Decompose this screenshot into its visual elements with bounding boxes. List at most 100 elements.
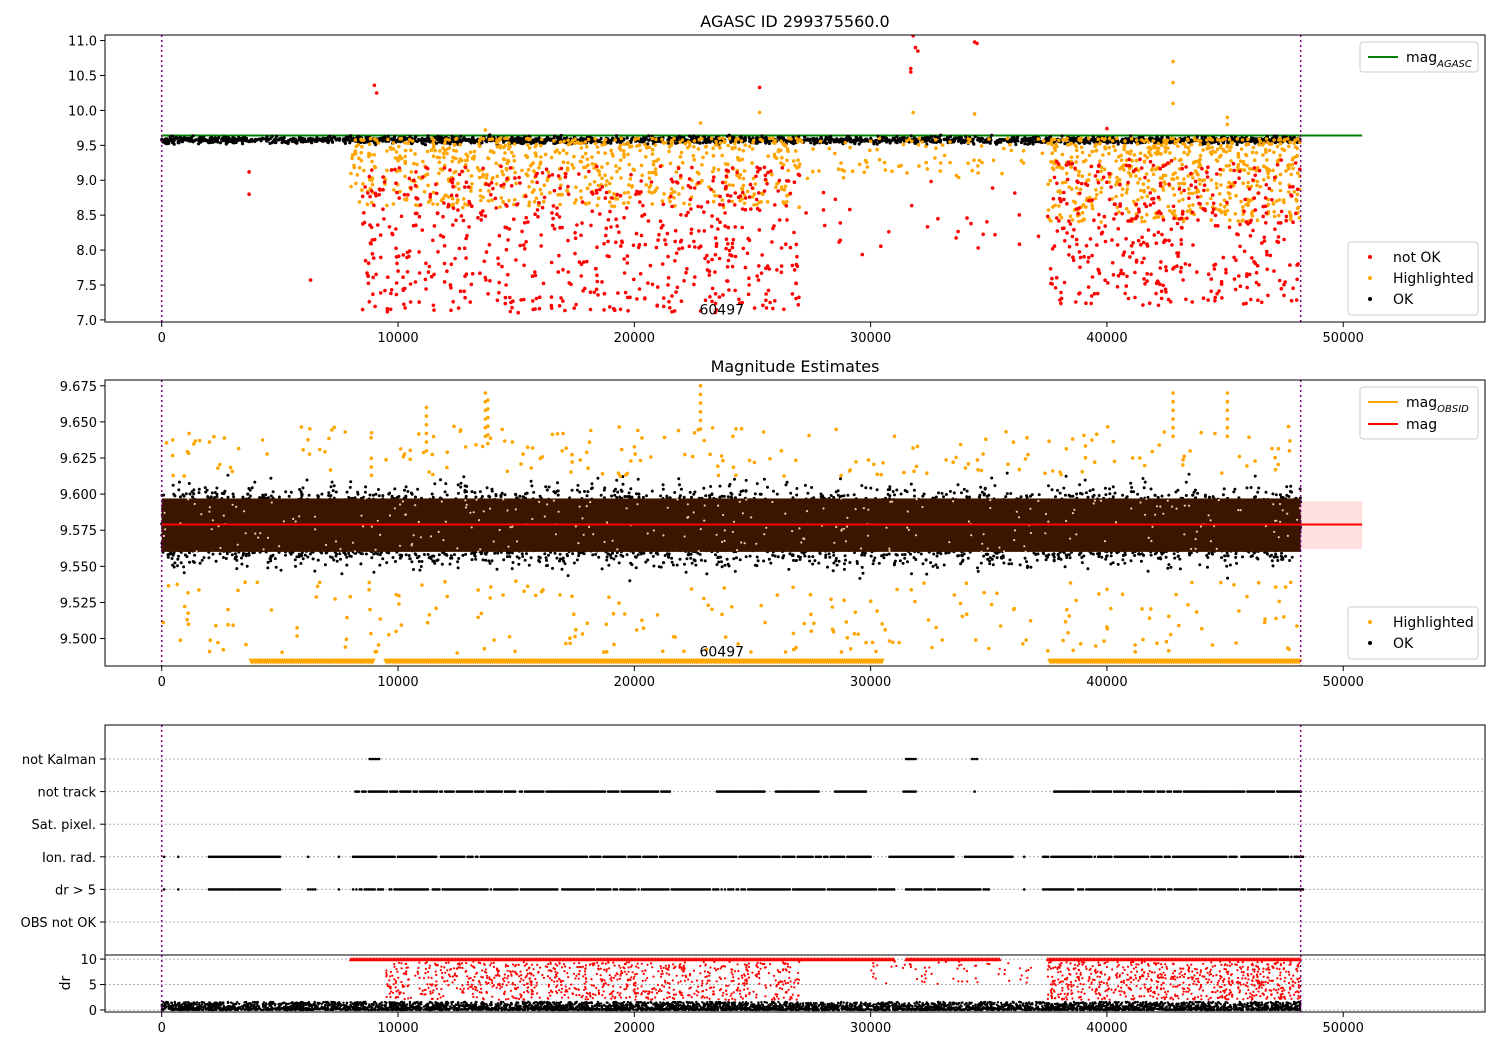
- not-ok-point: [754, 174, 758, 179]
- not-ok-point: [1107, 171, 1111, 176]
- highlighted-point: [1142, 219, 1147, 224]
- highlighted-point: [692, 139, 697, 143]
- not-ok-point: [555, 206, 559, 210]
- highlighted-point: [1067, 185, 1072, 189]
- highlighted-point: [1277, 198, 1282, 202]
- not-ok-point: [697, 229, 701, 233]
- not-ok-point: [511, 299, 515, 304]
- highlighted-point: [385, 203, 389, 208]
- highlighted-point: [583, 151, 588, 156]
- highlighted-point: [542, 183, 547, 187]
- highlighted-point: [455, 200, 459, 205]
- highlighted-point: [1173, 171, 1177, 175]
- not-ok-point: [417, 214, 422, 219]
- highlighted-point: [1019, 158, 1024, 163]
- not-ok-point: [1118, 182, 1122, 187]
- highlighted-point: [661, 140, 665, 145]
- not-ok-point: [689, 207, 693, 211]
- highlighted-point: [636, 136, 641, 141]
- highlighted-point: [709, 136, 714, 141]
- highlighted-point: [561, 160, 566, 164]
- not-ok-point: [730, 245, 735, 250]
- ok-point: [277, 137, 282, 141]
- ok-point: [766, 139, 770, 143]
- highlighted-point: [385, 168, 389, 173]
- highlighted-point: [403, 161, 408, 165]
- not-ok-point: [1202, 183, 1207, 187]
- not-ok-point: [368, 194, 372, 199]
- ok-point: [306, 139, 310, 143]
- not-ok-point: [1070, 234, 1075, 239]
- ok-point: [857, 142, 861, 146]
- not-ok-point: [1118, 271, 1123, 276]
- highlighted-point: [590, 155, 594, 159]
- ok-point: [990, 133, 994, 137]
- highlighted-point: [447, 138, 452, 142]
- highlighted-point: [426, 200, 431, 204]
- highlighted-point: [1128, 174, 1133, 178]
- highlighted-point: [1225, 145, 1230, 149]
- not-ok-point: [733, 203, 737, 207]
- highlighted-point: [615, 197, 620, 201]
- not-ok-point: [389, 291, 393, 296]
- highlighted-point: [650, 152, 655, 156]
- ok-point: [731, 135, 735, 139]
- ok-point: [961, 138, 966, 142]
- highlighted-point: [605, 161, 610, 166]
- highlighted-point: [679, 150, 684, 155]
- highlighted-point: [585, 144, 589, 149]
- highlighted-point: [527, 146, 532, 150]
- not-ok-point: [1282, 283, 1286, 287]
- highlighted-point: [1173, 157, 1177, 161]
- not-ok-point: [366, 274, 371, 279]
- not-ok-point: [687, 244, 692, 249]
- highlighted-point: [1122, 163, 1126, 167]
- not-ok-point: [470, 204, 474, 208]
- highlighted-point: [786, 168, 791, 173]
- highlighted-point: [1171, 80, 1175, 85]
- highlighted-point: [707, 185, 711, 189]
- ok-point: [518, 140, 522, 144]
- highlighted-point: [1290, 158, 1295, 162]
- not-ok-point: [724, 237, 729, 241]
- not-ok-point: [782, 307, 786, 312]
- not-ok-point: [382, 217, 386, 221]
- not-ok-point: [1060, 226, 1065, 231]
- not-ok-point: [1148, 203, 1153, 207]
- not-ok-point: [1128, 255, 1132, 259]
- not-ok-point: [1045, 214, 1050, 219]
- ok-point: [945, 136, 950, 140]
- not-ok-point: [728, 194, 733, 198]
- highlighted-point: [1080, 210, 1085, 215]
- highlighted-point: [1255, 179, 1260, 184]
- highlighted-point: [1272, 150, 1276, 155]
- not-ok-point: [537, 200, 541, 205]
- not-ok-point: [610, 196, 614, 200]
- highlighted-point: [583, 140, 588, 144]
- not-ok-point: [1134, 202, 1139, 206]
- highlighted-point: [596, 183, 601, 188]
- not-ok-point: [1254, 270, 1259, 275]
- not-ok-point: [432, 272, 436, 277]
- not-ok-point: [1089, 164, 1093, 169]
- highlighted-point: [545, 178, 550, 183]
- not-ok-point: [752, 306, 757, 310]
- not-ok-point: [733, 191, 738, 195]
- highlighted-point: [1226, 191, 1231, 195]
- not-ok-point: [1129, 244, 1134, 248]
- not-ok-point: [1058, 298, 1062, 302]
- highlighted-point: [1107, 136, 1112, 141]
- not-ok-point: [462, 246, 467, 250]
- not-ok-point: [792, 268, 797, 272]
- not-ok-point: [539, 233, 543, 237]
- highlighted-point: [711, 146, 715, 151]
- ok-point: [747, 136, 751, 140]
- not-ok-point: [1248, 234, 1253, 238]
- not-ok-point: [516, 310, 520, 315]
- highlighted-point: [841, 176, 846, 180]
- highlighted-point: [1287, 190, 1291, 194]
- highlighted-point: [539, 192, 544, 196]
- not-ok-point: [1265, 267, 1269, 272]
- highlighted-point: [1264, 150, 1268, 154]
- highlighted-point: [1225, 115, 1230, 120]
